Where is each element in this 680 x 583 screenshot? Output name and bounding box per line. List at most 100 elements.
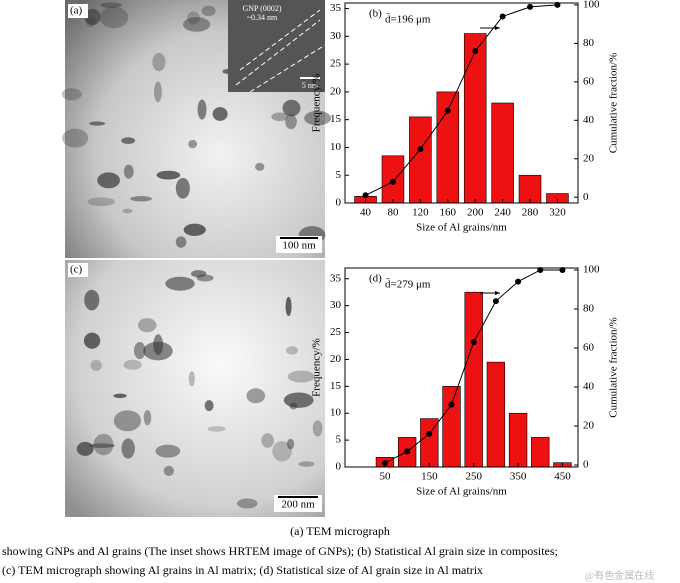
y2-tick-label: 80 bbox=[583, 37, 595, 49]
x-tick-label: 200 bbox=[467, 207, 484, 219]
grain-blob bbox=[196, 274, 214, 282]
y-tick-label: 20 bbox=[330, 85, 342, 97]
arrow-head bbox=[495, 26, 500, 30]
grain-blob bbox=[133, 341, 146, 360]
x-tick-label: 320 bbox=[549, 207, 566, 219]
inset bbox=[228, 0, 325, 92]
inset-title: GNP (0002) bbox=[242, 4, 281, 13]
grain-blob bbox=[83, 332, 101, 349]
grain-blob bbox=[197, 99, 207, 120]
grain-blob bbox=[289, 402, 298, 410]
grain-blob bbox=[188, 371, 195, 387]
grain-blob bbox=[165, 276, 195, 291]
grain-blob bbox=[285, 296, 292, 317]
y-tick-label: 5 bbox=[336, 434, 342, 446]
y-tick-label: 15 bbox=[330, 113, 342, 125]
x-tick-label: 280 bbox=[522, 207, 539, 219]
bar bbox=[491, 102, 514, 204]
grain-blob bbox=[99, 6, 129, 29]
panel-label: (c) bbox=[70, 264, 83, 276]
grain-blob bbox=[282, 99, 301, 117]
scale-bg bbox=[276, 236, 322, 253]
y2-tick-label: 40 bbox=[583, 381, 595, 393]
cumulative-point bbox=[499, 13, 506, 20]
grain-blob bbox=[89, 121, 106, 126]
x-tick-label: 450 bbox=[554, 471, 571, 483]
grain-blob bbox=[123, 164, 134, 179]
x-tick-label: 120 bbox=[412, 207, 429, 219]
grain-blob bbox=[85, 17, 96, 27]
grain-blob bbox=[207, 426, 226, 432]
caption: (a) TEM micrograph bbox=[290, 524, 390, 538]
grain-blob bbox=[97, 172, 120, 189]
grain-blob bbox=[286, 438, 295, 450]
y-tick-label: 30 bbox=[330, 299, 342, 311]
y2-tick-label: 20 bbox=[583, 152, 595, 164]
bar bbox=[463, 33, 487, 204]
y-tick-label: 0 bbox=[336, 461, 342, 473]
inset-scale: 5 nm bbox=[302, 81, 319, 90]
y2-tick-label: 60 bbox=[583, 75, 595, 87]
y2-tick-label: 0 bbox=[583, 191, 589, 203]
cumulative-point bbox=[389, 178, 396, 185]
grain-blob bbox=[87, 197, 116, 207]
grain-blob bbox=[121, 438, 135, 459]
label-bg bbox=[68, 4, 88, 18]
x-tick-label: 350 bbox=[510, 471, 527, 483]
grain-blob bbox=[312, 420, 323, 437]
grain-blob bbox=[261, 433, 274, 448]
grain-blob bbox=[123, 359, 142, 370]
panel-label: (d) bbox=[369, 273, 382, 285]
y2-axis-label: Cumulative fraction/% bbox=[608, 53, 620, 154]
grain-blob bbox=[113, 410, 142, 432]
y2-tick-label: 20 bbox=[583, 420, 595, 432]
y-axis-label: Frequency/% bbox=[311, 74, 323, 133]
inset-lines bbox=[235, 9, 326, 93]
grain-blob bbox=[183, 17, 211, 32]
grain-blob bbox=[187, 11, 200, 25]
grain-blob bbox=[143, 341, 173, 361]
grain-blob bbox=[175, 236, 187, 248]
cumulative-point bbox=[362, 192, 369, 199]
grain-blob bbox=[298, 461, 315, 467]
x-axis-label: Size of Al grains/nm bbox=[416, 222, 507, 234]
bar bbox=[508, 412, 528, 468]
grain-blob bbox=[143, 409, 152, 426]
scale-bg bbox=[274, 495, 322, 512]
grain-blob bbox=[122, 208, 133, 214]
y-tick-label: 0 bbox=[336, 197, 342, 209]
y2-tick-label: 100 bbox=[583, 0, 600, 10]
y2-axis-label: Cumulative fraction/% bbox=[608, 317, 620, 418]
y2-tick-label: 80 bbox=[583, 303, 595, 315]
grain-blob bbox=[130, 196, 152, 202]
grain-blob bbox=[113, 393, 127, 399]
cumulative-point bbox=[448, 401, 455, 408]
cumulative-point bbox=[470, 339, 477, 346]
cumulative-line bbox=[365, 4, 558, 196]
scale-label: 200 nm bbox=[281, 499, 315, 511]
cumulative-point bbox=[492, 298, 499, 305]
cumulative-point bbox=[404, 448, 411, 455]
grain-blob bbox=[62, 128, 89, 148]
grain-blob bbox=[163, 465, 174, 476]
bar bbox=[531, 437, 550, 468]
grain-blob bbox=[201, 5, 216, 17]
y-tick-label: 25 bbox=[330, 326, 342, 338]
grain-blob bbox=[152, 53, 166, 72]
x-tick-label: 250 bbox=[465, 471, 482, 483]
x-axis-label: Size of Al grains/nm bbox=[416, 486, 507, 498]
x-tick-label: 40 bbox=[360, 207, 372, 219]
y-axis-label: Frequency/% bbox=[311, 338, 323, 397]
panel-label: (b) bbox=[369, 8, 382, 20]
grain-blob bbox=[156, 170, 181, 180]
grain-blob bbox=[93, 433, 114, 456]
grain-blob bbox=[236, 498, 258, 509]
y-tick-label: 30 bbox=[330, 30, 342, 42]
y-tick-label: 15 bbox=[330, 380, 342, 392]
grain-blob bbox=[90, 359, 102, 371]
cumulative-point bbox=[444, 107, 451, 114]
grain-blob bbox=[61, 88, 82, 101]
grain-blob bbox=[287, 370, 315, 383]
inset-spacing: ~0.34 nm bbox=[247, 13, 278, 22]
